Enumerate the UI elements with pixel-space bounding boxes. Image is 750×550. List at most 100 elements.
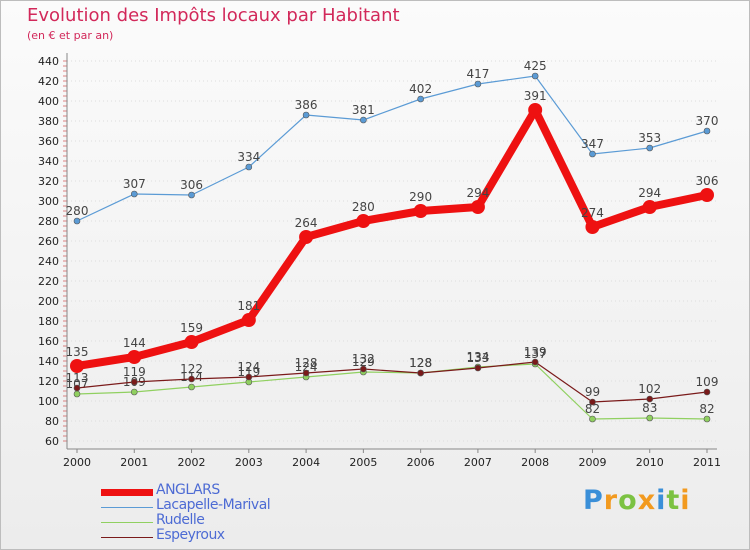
data-label-lacapelle-marival: 425 <box>524 59 547 73</box>
data-label-lacapelle-marival: 280 <box>66 204 89 218</box>
data-label-lacapelle-marival: 402 <box>409 82 432 96</box>
data-point-anglars <box>413 204 428 218</box>
y-tick-label: 400 <box>38 95 59 108</box>
data-point-espeyroux <box>188 375 195 383</box>
data-label-anglars: 306 <box>696 174 719 188</box>
y-tick-label: 280 <box>38 215 59 228</box>
series-line-rudelle <box>76 363 708 420</box>
data-label-espeyroux: 99 <box>585 385 600 399</box>
data-label-lacapelle-marival: 347 <box>581 137 604 151</box>
data-label-espeyroux: 124 <box>237 360 260 374</box>
data-point-anglars <box>470 200 485 214</box>
data-label-anglars: 290 <box>409 190 432 204</box>
data-point-lacapelle-marival <box>531 72 539 80</box>
data-label-anglars: 294 <box>638 186 661 200</box>
legend-swatch-lacapelle-marival <box>101 507 153 508</box>
data-point-espeyroux <box>245 373 253 381</box>
data-label-anglars: 144 <box>123 336 146 350</box>
legend-label: ANGLARS <box>156 482 220 498</box>
series-line-anglars <box>76 106 708 370</box>
series-line-espeyroux <box>76 361 708 403</box>
data-label-rudelle: 129 <box>352 355 375 369</box>
data-label-lacapelle-marival: 306 <box>180 178 203 192</box>
data-point-anglars <box>241 313 256 327</box>
data-point-anglars <box>184 335 199 349</box>
chart-subtitle: (en € et par an) <box>27 29 114 42</box>
logo-letter: i <box>680 485 691 516</box>
data-label-anglars: 264 <box>295 216 318 230</box>
data-label-anglars: 181 <box>237 299 260 313</box>
y-tick-label: 420 <box>38 75 59 88</box>
y-tick-label: 120 <box>38 375 59 388</box>
data-point-espeyroux <box>130 378 138 386</box>
y-tick-label: 260 <box>38 235 59 248</box>
logo-letter: r <box>603 485 619 516</box>
data-point-espeyroux <box>360 365 367 373</box>
data-point-espeyroux <box>703 388 711 396</box>
data-label-espeyroux: 102 <box>638 382 661 396</box>
data-point-anglars <box>642 200 657 214</box>
data-label-lacapelle-marival: 417 <box>466 67 489 81</box>
y-tick-label: 160 <box>38 335 59 348</box>
data-label-lacapelle-marival: 353 <box>638 131 661 145</box>
x-tick-label: 2010 <box>636 456 664 469</box>
logo-letter: x <box>637 485 657 516</box>
data-label-rudelle: 119 <box>237 365 260 379</box>
x-tick-label: 2005 <box>349 456 377 469</box>
y-tick-label: 380 <box>38 115 59 128</box>
x-tick-label: 2001 <box>120 456 148 469</box>
logo-letter: i <box>656 485 667 516</box>
data-point-rudelle <box>188 383 195 391</box>
data-label-rudelle: 137 <box>524 347 547 361</box>
data-label-rudelle: 83 <box>642 401 657 415</box>
data-point-espeyroux <box>646 395 654 403</box>
legend-swatch-anglars <box>101 489 153 496</box>
data-label-lacapelle-marival: 334 <box>237 150 260 164</box>
x-tick-label: 2002 <box>178 456 206 469</box>
legend-label: Rudelle <box>156 512 205 528</box>
data-point-anglars <box>356 214 371 228</box>
data-label-espeyroux: 128 <box>295 356 318 370</box>
data-point-espeyroux <box>589 398 596 406</box>
data-point-lacapelle-marival <box>188 191 195 199</box>
y-tick-label: 80 <box>45 415 59 428</box>
data-point-espeyroux <box>302 369 310 377</box>
data-point-lacapelle-marival <box>245 163 253 171</box>
data-point-espeyroux <box>417 369 424 377</box>
data-label-espeyroux: 128 <box>409 356 432 370</box>
data-point-rudelle <box>703 415 711 423</box>
data-point-anglars <box>700 188 714 202</box>
y-tick-label: 200 <box>38 295 59 308</box>
series-line-lacapelle-marival <box>76 75 708 222</box>
x-tick-label: 2006 <box>407 456 435 469</box>
proxiti-logo: Proxiti <box>583 485 691 516</box>
data-point-lacapelle-marival <box>302 111 310 119</box>
data-label-rudelle: 82 <box>585 402 600 416</box>
data-label-rudelle: 82 <box>699 402 714 416</box>
y-tick-label: 180 <box>38 315 59 328</box>
logo-letter: o <box>618 485 638 516</box>
data-point-anglars <box>299 230 314 244</box>
data-label-lacapelle-marival: 381 <box>352 103 375 117</box>
data-point-lacapelle-marival <box>73 217 81 225</box>
x-tick-label: 2007 <box>464 456 492 469</box>
y-tick-label: 340 <box>38 155 59 168</box>
y-tick-label: 320 <box>38 175 59 188</box>
data-label-espeyroux: 132 <box>352 352 375 366</box>
data-label-espeyroux: 119 <box>123 365 146 379</box>
data-point-anglars <box>127 350 142 364</box>
data-label-anglars: 274 <box>581 206 604 220</box>
data-label-lacapelle-marival: 307 <box>123 177 146 191</box>
data-point-anglars <box>70 359 84 373</box>
x-tick-label: 2004 <box>292 456 320 469</box>
data-point-rudelle <box>646 414 654 422</box>
data-label-anglars: 135 <box>66 345 89 359</box>
data-label-rudelle: 128 <box>409 356 432 370</box>
data-point-anglars <box>528 103 543 117</box>
legend-swatch-espeyroux <box>101 537 153 538</box>
data-point-lacapelle-marival <box>130 190 138 198</box>
data-point-anglars <box>585 220 600 234</box>
data-point-rudelle <box>589 415 596 423</box>
